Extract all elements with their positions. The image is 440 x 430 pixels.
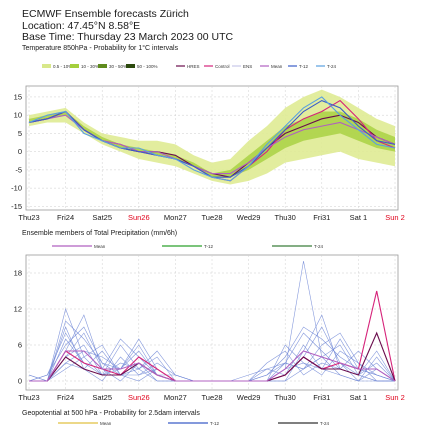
panel3-title: Geopotential at 500 hPa - Probability fo… [22,410,200,417]
y-tick-label: -5 [15,165,22,174]
legend-swatch-0 [42,64,51,68]
probability-band-core [29,111,395,178]
day-label: Sat25 [92,213,112,222]
day-label: Sun 2 [385,213,405,222]
probability-band-outer [29,89,395,185]
series-line-t-24 [28,96,396,182]
panel3-legend: Mean T-12 T-24 [58,421,330,426]
legend-label-5: Control [215,64,230,69]
header-base-time: Base Time: Thursday 23 March 2023 00 UTC [22,31,234,43]
legend-swatch-3 [126,64,135,68]
day-label: Sat25 [92,393,112,402]
panel2-legend: Mean T-12 T-24 [52,244,324,249]
legend-swatch-2 [98,64,107,68]
day-label: Sat 1 [350,213,368,222]
legend-label-0: Mean [94,244,106,249]
day-label: Sat 1 [350,393,368,402]
legend-label-2: T-24 [320,421,330,426]
legend-label-1: T-12 [204,244,214,249]
temperature-plot: 15 10 5 0 -5 -10 -15 Thu23 Fri24 Sat25 Sun26 Mon27 T… [11,85,405,222]
day-label: Thu23 [18,213,39,222]
y-tick-label: 5 [18,129,22,138]
y-tick-label: 10 [14,111,22,120]
y-tick-label: -10 [11,184,22,193]
legend-label-4: HRES [187,64,200,69]
legend-label-6: ENS [243,64,252,69]
precipitation-plot: 18 12 6 0 Thu23 Fri24 Sat25 Sun26 Mon27 Tue28 Wed2… [14,254,405,402]
legend-label-7: Mean [271,64,283,69]
day-label: Tue28 [202,213,223,222]
legend-label-2: T-24 [314,244,324,249]
legend-label-3: 50 - 100% [137,64,158,69]
y-tick-label: 12 [14,305,22,314]
panel1-title: Temperature 850hPa - Probability for 1°C… [22,45,179,52]
day-label: Sun 2 [385,393,405,402]
day-label: Mon27 [164,213,187,222]
panel1-legend: 0.5 - 10% 10 - 30% 30 - 50% 50 - 100% HRES Co… [42,64,337,69]
y-tick-label: 0 [18,377,22,386]
chart-header: ECMWF Ensemble forecasts Zürich Location… [22,8,234,44]
day-label: Wed29 [237,213,261,222]
day-label: Wed29 [237,393,261,402]
y-tick-label: 6 [18,341,22,350]
day-label: Mon27 [164,393,187,402]
legend-label-9: T-24 [327,64,337,69]
header-location: Location: 47.45°N 8.58°E [22,19,141,32]
y-tick-label: 0 [18,147,22,156]
header-title: ECMWF Ensemble forecasts Zürich [22,8,189,20]
panel2-title: Ensemble members of Total Precipitation … [22,230,178,237]
day-label: Thu23 [18,393,39,402]
legend-label-8: T-12 [299,64,309,69]
day-label: Sun26 [128,393,150,402]
legend-label-0: Mean [100,421,112,426]
day-label: Fri31 [313,213,330,222]
legend-label-0: 0.5 - 10% [53,64,72,69]
day-label: Fri31 [313,393,330,402]
day-label: Fri24 [57,213,74,222]
day-label: Thu30 [275,393,296,402]
day-label: Fri24 [57,393,74,402]
y-tick-label: 18 [14,269,22,278]
legend-label-1: 10 - 30% [81,64,99,69]
legend-label-2: 30 - 50% [109,64,127,69]
day-label: Sun26 [128,213,150,222]
day-label: Thu30 [275,213,296,222]
legend-label-1: T-12 [210,421,220,426]
series-line-mean [29,350,396,382]
y-tick-label: -15 [11,202,22,211]
y-tick-label: 15 [14,92,22,101]
day-label: Tue28 [202,393,223,402]
legend-swatch-1 [70,64,79,68]
